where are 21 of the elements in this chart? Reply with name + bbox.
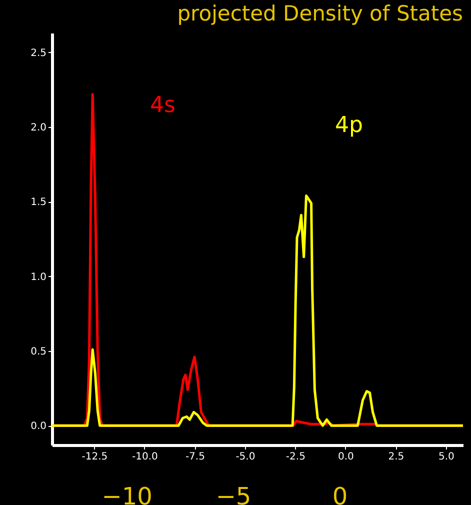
- y-tick-label: 0.0: [30, 421, 46, 432]
- x-tick-label: 2.5: [388, 452, 404, 462]
- x-tick-label: 5.0: [438, 452, 454, 462]
- y-tick-label: 2.5: [30, 48, 46, 59]
- text: 4p: [335, 113, 363, 138]
- y-tick-label: 1.5: [30, 197, 46, 208]
- y-tick-label: 0.5: [30, 346, 46, 358]
- text: 4s: [150, 93, 176, 118]
- x-tick-label: -5.0: [236, 452, 256, 462]
- x-tick-label: -7.5: [185, 452, 205, 462]
- x2-tick-label: −5: [216, 482, 252, 505]
- x-tick-label: 0.0: [338, 452, 354, 462]
- line-series: [52, 194, 463, 427]
- y-tick-label: 1.0: [30, 272, 46, 283]
- x-tick-label: -2.5: [286, 452, 306, 462]
- x2-tick-label: 0: [332, 482, 348, 505]
- x2-tick-label: −10: [102, 482, 152, 505]
- x-tick-label: -12.5: [82, 452, 108, 462]
- y-tick-label: 2.0: [30, 122, 46, 134]
- x-tick-label: -10.0: [132, 452, 158, 462]
- chart-title: projected Density of States: [177, 1, 463, 26]
